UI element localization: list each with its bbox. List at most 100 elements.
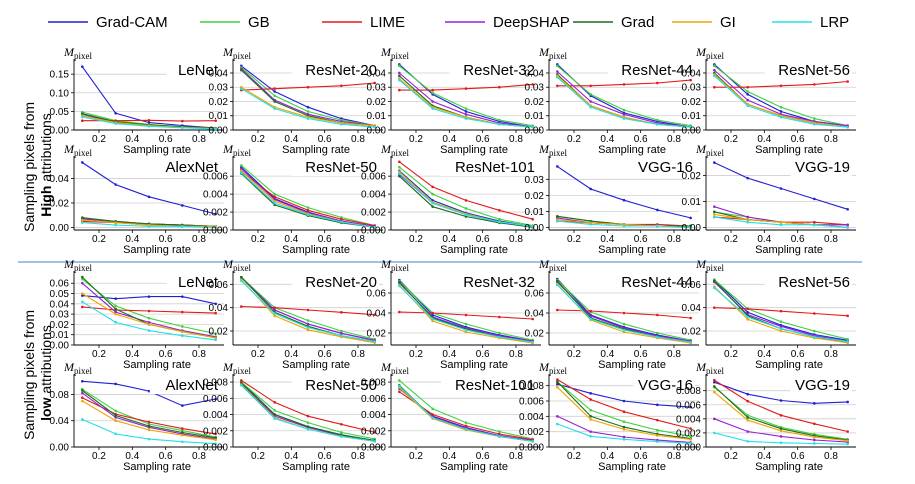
series-lrp bbox=[240, 171, 376, 229]
data-point bbox=[147, 329, 151, 332]
series-grad bbox=[81, 389, 217, 440]
data-point bbox=[373, 81, 376, 85]
y-axis-label: Mpixel bbox=[222, 257, 251, 273]
data-point bbox=[81, 275, 84, 279]
data-point bbox=[398, 390, 401, 394]
series-line bbox=[398, 386, 533, 442]
data-point bbox=[181, 440, 184, 444]
x-tick-label: 0.2 bbox=[567, 349, 581, 360]
y-tick-label: 0.006 bbox=[361, 172, 386, 183]
y-tick-label: 0.02 bbox=[50, 198, 70, 209]
data-point bbox=[81, 300, 84, 304]
data-point bbox=[273, 308, 276, 312]
series-gb bbox=[713, 385, 849, 441]
title-backing bbox=[607, 61, 695, 79]
y-tick-label: 0.000 bbox=[203, 226, 228, 237]
data-point bbox=[622, 420, 626, 424]
data-point bbox=[240, 164, 243, 167]
data-point bbox=[147, 321, 151, 324]
row-label-bottom-line1: Sampling pixels from bbox=[21, 310, 37, 440]
series-lrp bbox=[713, 215, 849, 229]
x-axis-label: Sampling rate bbox=[598, 461, 666, 473]
series-gi bbox=[556, 385, 692, 441]
data-point bbox=[81, 216, 84, 220]
y-tick-label: 0.02 bbox=[209, 327, 229, 338]
data-point bbox=[306, 117, 310, 120]
data-point bbox=[464, 322, 468, 326]
legend-label: Grad-CAM bbox=[96, 14, 168, 31]
data-point bbox=[746, 176, 749, 180]
x-tick-label: 0.8 bbox=[824, 234, 838, 245]
x-tick-label: 0.6 bbox=[476, 451, 490, 462]
x-tick-label: 0.6 bbox=[634, 134, 648, 145]
x-tick-label: 0.4 bbox=[125, 234, 139, 245]
data-point bbox=[306, 208, 310, 212]
data-point bbox=[114, 432, 117, 436]
data-point bbox=[147, 195, 151, 199]
x-tick-label: 0.6 bbox=[318, 134, 332, 145]
panel-title: ResNet-50 bbox=[305, 377, 377, 394]
data-point bbox=[147, 323, 151, 326]
legend-item-grad: Grad bbox=[573, 14, 654, 31]
panel-title: ResNet-101 bbox=[455, 159, 535, 176]
data-point bbox=[813, 220, 816, 224]
data-point bbox=[306, 206, 310, 209]
data-point bbox=[779, 220, 783, 224]
x-tick-label: 0.8 bbox=[824, 134, 838, 145]
panel-resnet-20-high: 0.00 0.01 0.02 0.03 0.04 0.2 0.4 0.6 0.8Sampling… bbox=[209, 45, 383, 156]
series-line bbox=[81, 392, 216, 440]
y-axis-label: Mpixel bbox=[538, 360, 567, 376]
data-point bbox=[746, 430, 749, 433]
data-point bbox=[431, 100, 434, 103]
data-point bbox=[340, 216, 343, 219]
y-tick-label: 0.04 bbox=[525, 309, 545, 320]
y-tick-label: 0.00 bbox=[50, 443, 70, 454]
x-tick-label: 0.8 bbox=[824, 451, 838, 462]
data-point bbox=[214, 226, 217, 229]
data-point bbox=[147, 124, 151, 128]
data-point bbox=[340, 311, 343, 314]
title-backing bbox=[291, 273, 379, 291]
data-point bbox=[147, 295, 151, 298]
data-point bbox=[373, 226, 376, 229]
series-grad-cam bbox=[713, 161, 849, 211]
series-gb bbox=[398, 165, 534, 227]
data-point bbox=[556, 415, 559, 418]
series-line bbox=[240, 173, 375, 228]
x-tick-label: 0.4 bbox=[442, 134, 456, 145]
series-lrp bbox=[398, 78, 534, 129]
x-tick-label: 0.2 bbox=[251, 349, 265, 360]
data-point bbox=[398, 172, 401, 175]
series-lrp bbox=[240, 87, 376, 129]
panel-title: ResNet-44 bbox=[621, 62, 693, 79]
y-tick-label: 0.004 bbox=[203, 190, 228, 201]
data-point bbox=[464, 313, 468, 317]
x-axis-label: Sampling rate bbox=[123, 244, 191, 256]
data-point bbox=[713, 215, 716, 219]
data-point bbox=[340, 422, 343, 426]
series-lime bbox=[398, 160, 534, 221]
y-axis-label: Mpixel bbox=[63, 257, 92, 273]
y-axis-label: Mpixel bbox=[63, 142, 92, 158]
x-tick-label: 0.4 bbox=[442, 451, 456, 462]
x-tick-label: 0.8 bbox=[667, 349, 681, 360]
data-point bbox=[531, 340, 534, 344]
data-point bbox=[622, 322, 626, 326]
y-tick-label: 0.000 bbox=[676, 443, 701, 454]
x-tick-label: 0.4 bbox=[125, 134, 139, 145]
data-point bbox=[779, 325, 783, 328]
data-point bbox=[813, 83, 816, 86]
title-backing bbox=[149, 376, 220, 394]
series-lrp bbox=[81, 221, 217, 229]
data-point bbox=[273, 107, 276, 110]
data-point bbox=[779, 187, 783, 190]
series-line bbox=[240, 168, 375, 227]
row-label-bottom: Sampling pixels from low attributions bbox=[21, 306, 54, 440]
data-point bbox=[398, 78, 401, 82]
data-point bbox=[746, 307, 749, 311]
legend-label: GI bbox=[720, 14, 736, 31]
data-point bbox=[498, 315, 501, 319]
